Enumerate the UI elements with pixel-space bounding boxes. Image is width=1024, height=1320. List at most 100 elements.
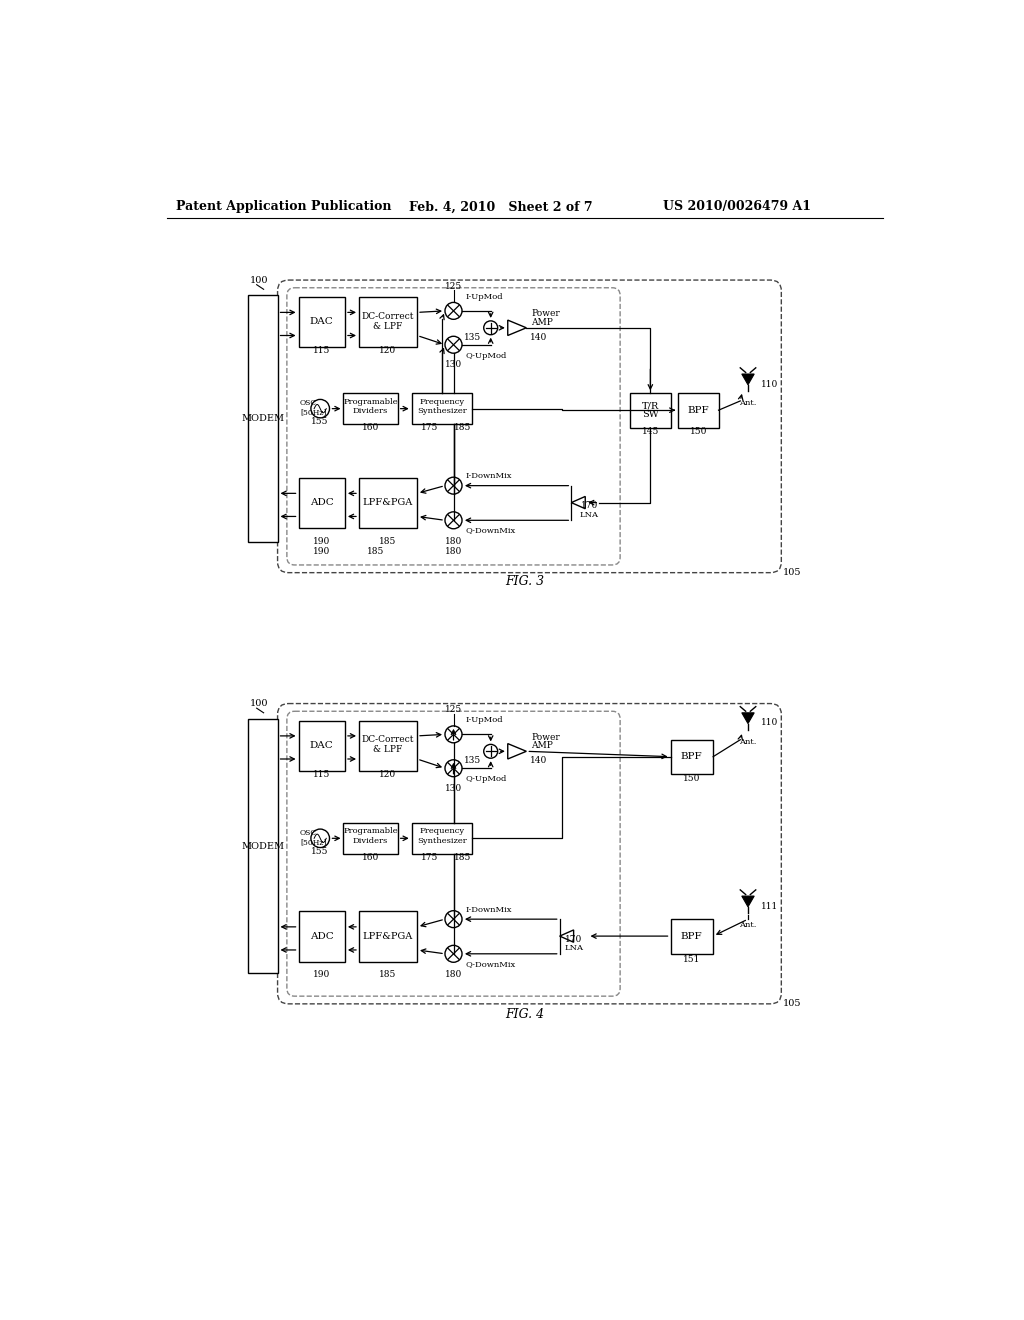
Text: DAC: DAC <box>310 741 334 750</box>
Text: 140: 140 <box>530 756 548 766</box>
Text: I-UpMod: I-UpMod <box>465 717 503 725</box>
Text: 190: 190 <box>313 970 331 979</box>
FancyBboxPatch shape <box>359 911 417 961</box>
Text: I-DownMix: I-DownMix <box>465 906 512 913</box>
Text: 175: 175 <box>421 424 438 433</box>
Text: 150: 150 <box>683 774 700 783</box>
Text: OSC: OSC <box>300 829 317 837</box>
Text: AMP: AMP <box>531 318 553 327</box>
Text: [50Hz]: [50Hz] <box>300 408 327 417</box>
Text: 145: 145 <box>642 428 659 436</box>
Text: Ant.: Ant. <box>739 738 757 746</box>
Text: AMP: AMP <box>531 742 553 750</box>
Text: Programable: Programable <box>343 828 398 836</box>
Text: 105: 105 <box>783 568 802 577</box>
FancyBboxPatch shape <box>343 822 397 854</box>
FancyBboxPatch shape <box>630 393 671 428</box>
Text: 160: 160 <box>361 424 379 433</box>
FancyBboxPatch shape <box>359 721 417 771</box>
Text: ADC: ADC <box>310 932 334 941</box>
Text: 160: 160 <box>361 853 379 862</box>
Text: DAC: DAC <box>310 317 334 326</box>
Text: 185: 185 <box>454 853 471 862</box>
Text: 110: 110 <box>761 380 778 388</box>
FancyBboxPatch shape <box>359 478 417 528</box>
Text: T/R: T/R <box>642 401 659 411</box>
Text: & LPF: & LPF <box>373 322 402 331</box>
FancyBboxPatch shape <box>299 478 345 528</box>
Text: 100: 100 <box>250 700 268 708</box>
FancyBboxPatch shape <box>359 297 417 347</box>
Text: Power: Power <box>531 733 560 742</box>
Text: 135: 135 <box>464 333 481 342</box>
FancyBboxPatch shape <box>412 393 472 424</box>
Text: FIG. 3: FIG. 3 <box>505 576 545 589</box>
Text: I-UpMod: I-UpMod <box>465 293 503 301</box>
Text: OSC: OSC <box>300 399 317 408</box>
Text: LNA: LNA <box>564 944 583 953</box>
FancyBboxPatch shape <box>248 296 278 543</box>
Text: [50Hz]: [50Hz] <box>300 838 327 846</box>
FancyBboxPatch shape <box>671 919 713 954</box>
Text: 155: 155 <box>311 417 329 426</box>
Polygon shape <box>741 713 755 723</box>
Text: 110: 110 <box>761 718 778 727</box>
Text: 105: 105 <box>783 999 802 1008</box>
Text: 170: 170 <box>565 935 583 944</box>
FancyBboxPatch shape <box>343 393 397 424</box>
FancyBboxPatch shape <box>278 280 781 573</box>
Text: 100: 100 <box>250 276 268 285</box>
Text: 120: 120 <box>379 346 396 355</box>
FancyBboxPatch shape <box>299 721 345 771</box>
Text: 115: 115 <box>313 346 331 355</box>
Text: 155: 155 <box>311 847 329 855</box>
Text: 130: 130 <box>445 360 462 370</box>
Text: 111: 111 <box>761 902 778 911</box>
Text: BPF: BPF <box>687 405 710 414</box>
Text: 180: 180 <box>444 537 462 546</box>
Text: 170: 170 <box>581 502 598 510</box>
FancyBboxPatch shape <box>299 297 345 347</box>
Text: 130: 130 <box>445 784 462 793</box>
Text: 190: 190 <box>313 537 331 546</box>
Text: 140: 140 <box>530 333 548 342</box>
Text: LPF&PGA: LPF&PGA <box>362 498 413 507</box>
Text: Frequency: Frequency <box>419 828 465 836</box>
Text: US 2010/0026479 A1: US 2010/0026479 A1 <box>663 201 811 214</box>
Text: ADC: ADC <box>310 498 334 507</box>
FancyBboxPatch shape <box>248 719 278 973</box>
FancyBboxPatch shape <box>287 711 621 997</box>
Text: 180: 180 <box>444 970 462 979</box>
Text: Q-DownMix: Q-DownMix <box>465 960 515 968</box>
Text: SW: SW <box>642 409 658 418</box>
Text: 185: 185 <box>379 970 396 979</box>
Text: 125: 125 <box>444 281 462 290</box>
FancyBboxPatch shape <box>678 393 719 428</box>
Text: Feb. 4, 2010   Sheet 2 of 7: Feb. 4, 2010 Sheet 2 of 7 <box>409 201 592 214</box>
Text: FIG. 4: FIG. 4 <box>505 1008 545 1022</box>
Text: 185: 185 <box>379 537 396 546</box>
Text: Q-UpMod: Q-UpMod <box>465 351 507 359</box>
Text: 125: 125 <box>444 705 462 714</box>
Text: 185: 185 <box>454 424 471 433</box>
Text: 180: 180 <box>444 546 462 556</box>
Text: 175: 175 <box>421 853 438 862</box>
Text: 150: 150 <box>690 428 708 436</box>
FancyBboxPatch shape <box>299 911 345 961</box>
Text: Q-DownMix: Q-DownMix <box>465 527 515 535</box>
Text: Patent Application Publication: Patent Application Publication <box>176 201 391 214</box>
Text: 185: 185 <box>368 546 385 556</box>
FancyBboxPatch shape <box>412 822 472 854</box>
Text: Ant.: Ant. <box>739 399 757 408</box>
Text: BPF: BPF <box>681 752 702 762</box>
Text: Dividers: Dividers <box>353 407 388 414</box>
FancyBboxPatch shape <box>278 704 781 1003</box>
Text: MODEM: MODEM <box>242 842 285 850</box>
Text: Programable: Programable <box>343 397 398 405</box>
Text: & LPF: & LPF <box>373 746 402 754</box>
Text: Synthesizer: Synthesizer <box>417 407 467 414</box>
Text: 135: 135 <box>464 756 481 766</box>
Text: Q-UpMod: Q-UpMod <box>465 775 507 783</box>
Text: 151: 151 <box>683 954 700 964</box>
Text: BPF: BPF <box>681 932 702 941</box>
